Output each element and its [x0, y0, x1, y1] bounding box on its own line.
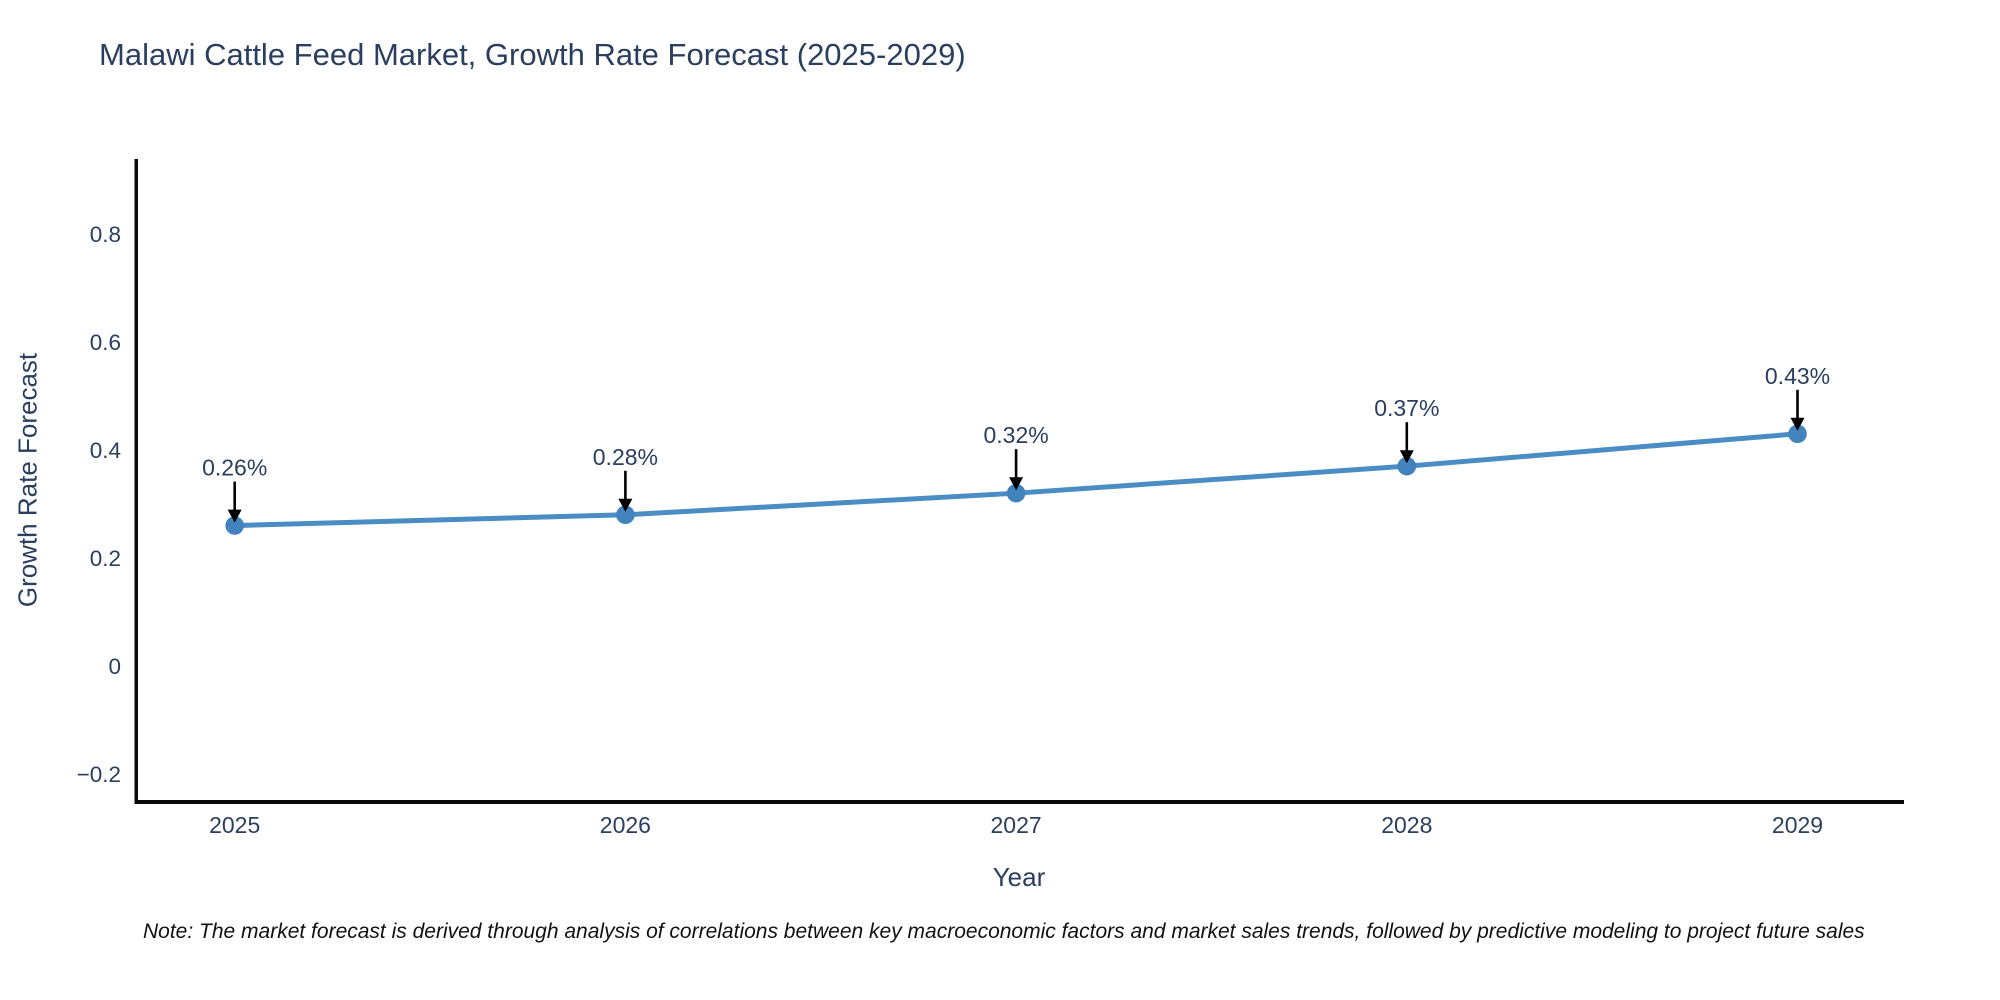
- x-tick-label: 2028: [1381, 812, 1432, 838]
- y-tick-label: 0.4: [90, 438, 121, 463]
- annotation-arrowhead: [1399, 450, 1414, 464]
- y-tick-label: −0.2: [77, 762, 121, 787]
- y-tick-label: 0.6: [90, 330, 121, 355]
- y-tick-label: 0: [108, 654, 121, 679]
- data-point-label: 0.28%: [593, 444, 658, 470]
- chart-title: Malawi Cattle Feed Market, Growth Rate F…: [99, 37, 966, 72]
- data-point-label: 0.37%: [1374, 395, 1439, 421]
- data-point-label: 0.43%: [1765, 363, 1830, 389]
- data-point-marker: [225, 516, 244, 535]
- annotation-arrowhead: [227, 509, 242, 523]
- data-point-marker: [1788, 424, 1807, 444]
- annotation-arrowhead: [1009, 477, 1024, 491]
- x-tick-label: 2027: [991, 812, 1042, 838]
- x-axis-title: Year: [992, 862, 1046, 892]
- annotation-arrowhead: [1790, 417, 1805, 431]
- data-point-marker: [616, 505, 635, 525]
- x-tick-label: 2029: [1772, 812, 1823, 838]
- x-tick-label: 2025: [209, 812, 260, 838]
- annotation-arrowhead: [618, 498, 633, 512]
- y-axis-title: Growth Rate Forecast: [12, 352, 43, 608]
- data-point-marker: [1006, 483, 1026, 503]
- y-tick-label: 0.8: [90, 222, 121, 247]
- x-tick-label: 2026: [600, 812, 651, 838]
- y-axis-spine: [134, 159, 138, 804]
- x-axis-spine: [134, 800, 1904, 804]
- data-point-marker: [1397, 456, 1417, 476]
- y-tick-label: 0.2: [90, 546, 121, 571]
- data-point-label: 0.26%: [202, 455, 267, 481]
- footnote: Note: The market forecast is derived thr…: [143, 920, 1865, 943]
- data-point-label: 0.32%: [983, 422, 1048, 448]
